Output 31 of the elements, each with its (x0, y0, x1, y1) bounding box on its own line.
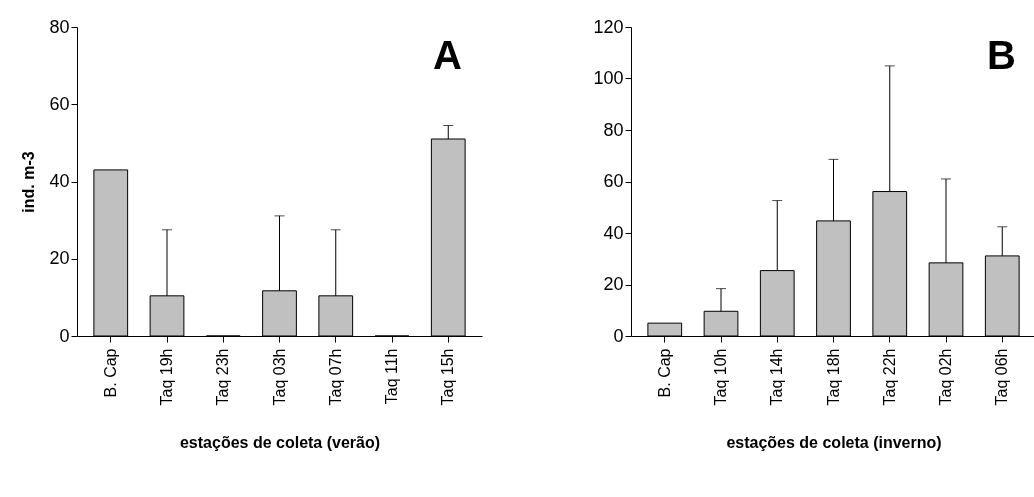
x-tick-label: B. Cap (655, 348, 673, 398)
y-tick-label: 20 (49, 248, 70, 269)
x-tick-label: Taq 06h (993, 348, 1011, 406)
y-tick-label: 40 (603, 222, 624, 243)
y-tick-label: 0 (59, 325, 70, 346)
x-tick-label: Taq 18h (824, 348, 842, 406)
annotation: A (433, 33, 462, 77)
y-tick-label: 60 (49, 93, 70, 114)
y-tick-label: 80 (603, 119, 624, 140)
annotation: B (987, 33, 1016, 77)
y-tick-label: 80 (49, 16, 70, 37)
x-tick-label: Taq 10h (712, 348, 729, 406)
y-tick-label: 20 (603, 274, 624, 294)
x-tick-label: Taq 15h (439, 348, 457, 406)
x-tick-label: Taq 23h (214, 348, 232, 406)
y-tick-label: 0 (613, 325, 624, 346)
x-tick-label: Taq 07h (326, 348, 344, 406)
x-tick-label: B. Cap (101, 348, 119, 398)
y-tick-label: 60 (603, 171, 624, 191)
x-axis-title: estações de coleta (verão) (179, 434, 381, 452)
y-tick-label: 40 (49, 171, 70, 191)
x-tick-label: Taq 11h (383, 348, 400, 405)
x-tick-label: Taq 22h (880, 348, 898, 406)
x-axis-title: estações de coleta (inverno) (726, 434, 942, 452)
y-tick-label: 120 (593, 16, 624, 37)
x-tick-label: Taq 14h (768, 348, 786, 406)
y-axis-title: ind. m-3 (20, 151, 38, 213)
y-tick-label: 100 (593, 68, 624, 88)
x-tick-label: Taq 02h (937, 348, 954, 406)
x-tick-label: Taq 03h (270, 348, 288, 406)
x-tick-label: Taq 19h (158, 348, 175, 406)
